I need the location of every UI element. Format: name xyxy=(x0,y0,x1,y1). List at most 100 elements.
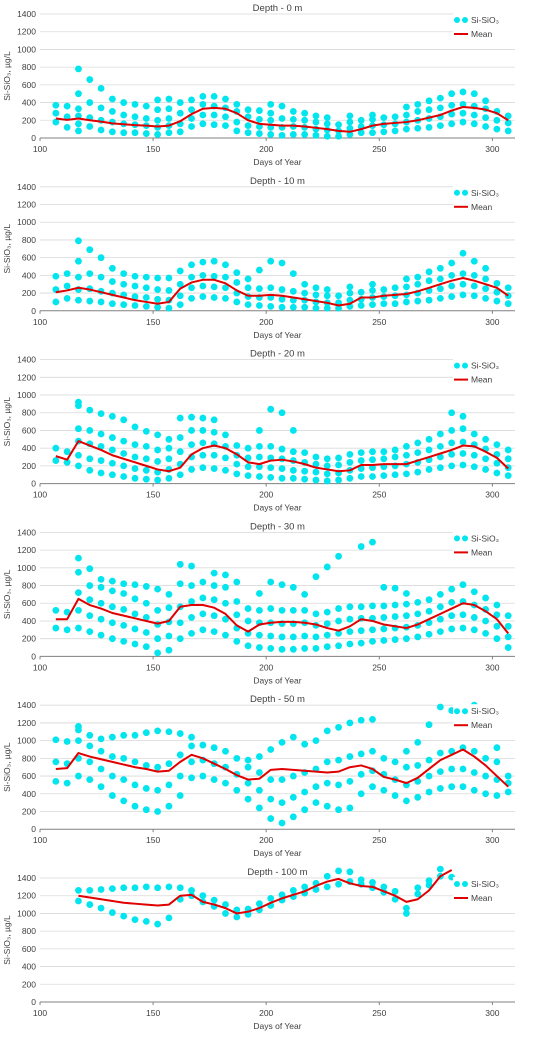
data-point xyxy=(108,459,116,467)
data-point xyxy=(436,275,444,283)
data-point xyxy=(312,453,320,461)
x-tick-label: 150 xyxy=(146,835,160,845)
data-point xyxy=(176,560,184,568)
data-point xyxy=(108,300,116,308)
y-tick-label: 0 xyxy=(31,133,36,143)
data-point xyxy=(165,444,173,452)
data-point xyxy=(154,116,162,124)
data-point xyxy=(493,459,501,467)
data-point xyxy=(414,793,422,801)
data-point xyxy=(267,474,275,481)
data-point xyxy=(403,612,410,620)
data-point xyxy=(323,883,331,891)
data-point xyxy=(63,270,71,277)
data-point xyxy=(86,99,94,106)
data-point xyxy=(176,792,184,799)
data-point xyxy=(482,295,489,302)
data-point xyxy=(414,468,422,476)
data-point xyxy=(63,282,71,290)
data-point xyxy=(470,282,478,290)
data-point xyxy=(108,434,116,441)
data-point xyxy=(380,448,388,456)
data-point xyxy=(504,633,512,641)
data-point xyxy=(120,416,128,424)
data-point xyxy=(86,612,94,620)
data-point xyxy=(210,465,218,472)
data-point xyxy=(504,612,512,620)
data-point xyxy=(414,124,422,132)
data-point xyxy=(289,606,297,614)
data-point xyxy=(256,427,263,434)
data-point xyxy=(210,569,218,577)
data-point xyxy=(289,131,297,138)
data-point xyxy=(357,543,365,550)
data-point xyxy=(108,446,116,454)
chart-panel: 0 200 400 600 800 1000 1200 1400 100 150 200 250 300… xyxy=(2,694,515,858)
data-point xyxy=(459,249,467,257)
data-point xyxy=(165,115,173,122)
data-point xyxy=(199,92,207,100)
data-point xyxy=(210,428,218,436)
data-point xyxy=(436,430,444,438)
data-point xyxy=(436,603,444,611)
data-point xyxy=(357,288,365,296)
data-point xyxy=(256,473,263,480)
data-point xyxy=(346,615,354,623)
data-point xyxy=(63,779,71,787)
data-point xyxy=(154,727,162,735)
data-point xyxy=(357,473,365,480)
scatter-series xyxy=(52,398,512,485)
data-point xyxy=(256,302,263,309)
data-point xyxy=(403,470,410,478)
data-point xyxy=(504,472,512,480)
legend-marker-points xyxy=(462,17,468,23)
legend-marker-points xyxy=(454,881,460,887)
data-point xyxy=(459,581,467,589)
data-point xyxy=(482,435,489,443)
data-point xyxy=(210,744,218,752)
data-point xyxy=(256,631,263,639)
data-point xyxy=(154,808,162,815)
x-tick-label: 100 xyxy=(33,835,47,845)
mean-line xyxy=(55,748,509,788)
data-point xyxy=(233,786,241,794)
x-axis-label: Days of Year xyxy=(253,157,301,167)
y-tick-label: 200 xyxy=(22,979,36,989)
mean-line xyxy=(55,106,509,133)
data-point xyxy=(335,723,342,731)
data-point xyxy=(380,583,388,591)
data-point xyxy=(176,751,184,759)
scatter-series xyxy=(52,701,512,827)
data-point xyxy=(493,288,501,296)
data-point xyxy=(233,611,241,619)
data-point xyxy=(86,582,94,589)
data-point xyxy=(108,577,116,585)
x-tick-label: 200 xyxy=(259,1008,273,1018)
data-point xyxy=(436,453,444,461)
y-tick-label: 0 xyxy=(31,479,36,489)
chart-panel: 0 200 400 600 800 1000 1200 1400 100 150 200 250 300… xyxy=(2,176,515,340)
data-point xyxy=(244,763,252,771)
data-point xyxy=(425,435,433,443)
data-point xyxy=(346,289,354,297)
data-point xyxy=(210,257,218,265)
data-point xyxy=(493,635,501,643)
data-point xyxy=(425,596,433,604)
data-point xyxy=(380,614,388,621)
data-point xyxy=(369,456,376,464)
data-point xyxy=(222,779,229,787)
data-point xyxy=(403,103,410,111)
data-point xyxy=(346,804,354,812)
data-point xyxy=(323,470,331,478)
data-point xyxy=(97,575,105,583)
data-point xyxy=(391,446,399,454)
data-point xyxy=(52,777,60,785)
data-point xyxy=(312,284,320,292)
data-point xyxy=(346,603,354,611)
data-point xyxy=(176,619,184,627)
data-point xyxy=(97,273,105,281)
legend-label: Si-SiO₃ xyxy=(471,361,499,371)
data-point xyxy=(289,813,297,821)
data-point xyxy=(278,633,286,641)
data-point xyxy=(222,571,229,579)
